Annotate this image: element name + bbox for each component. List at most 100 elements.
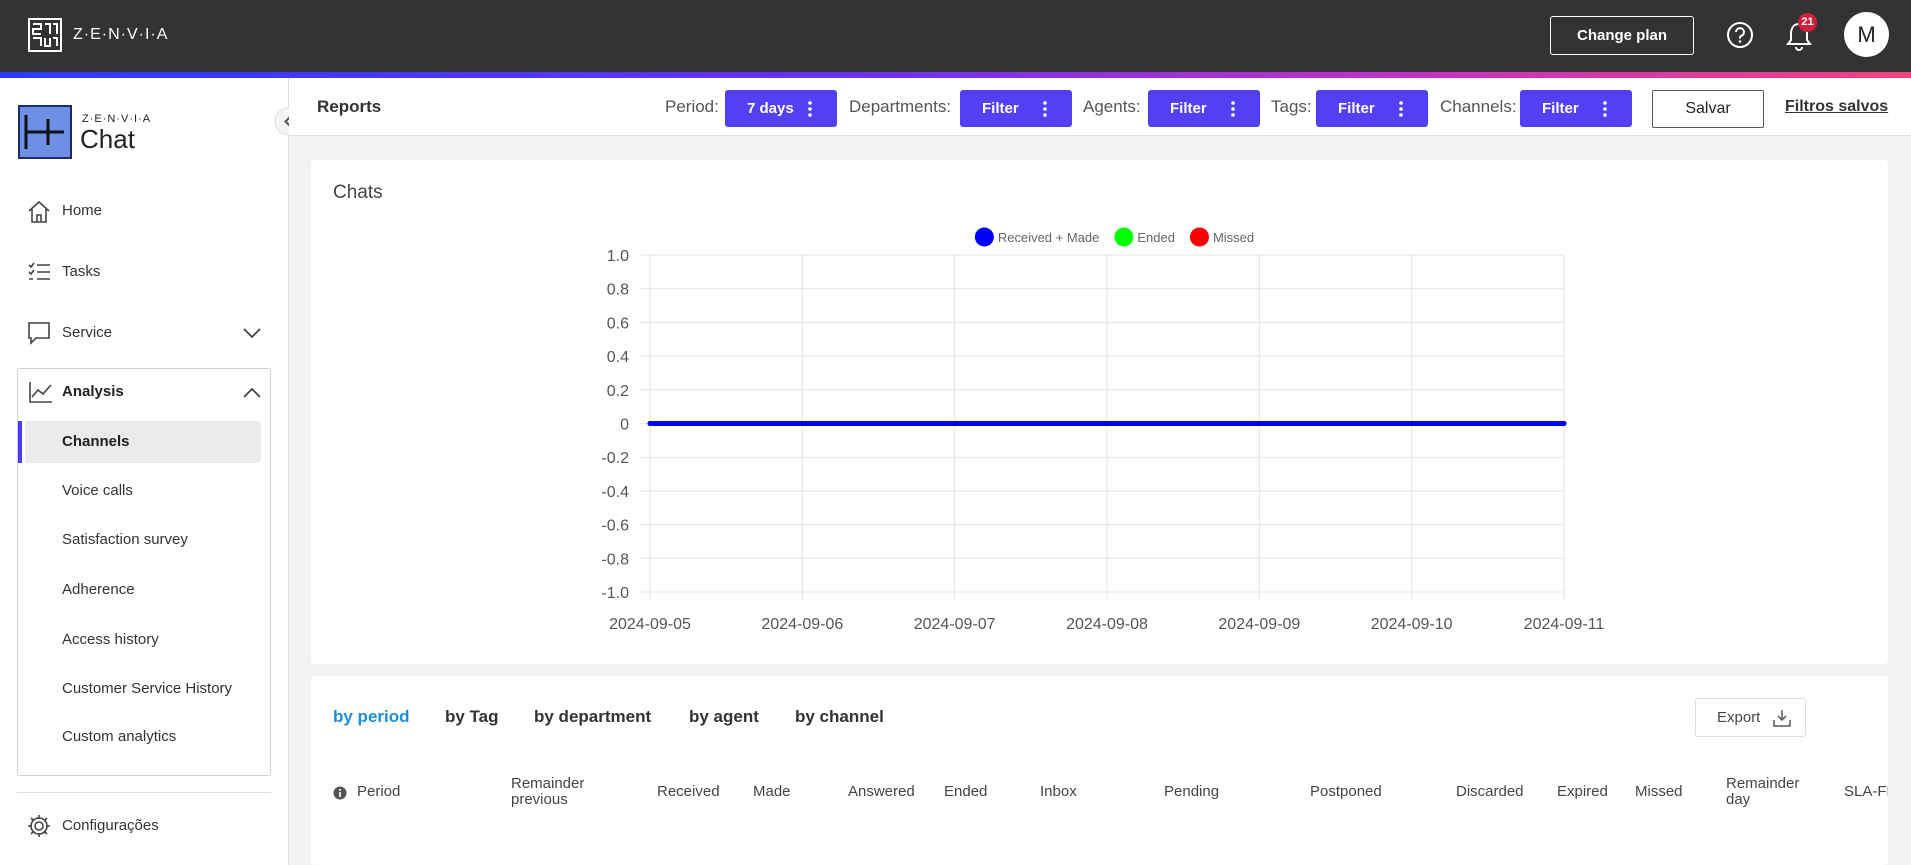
filter-label: Period: [665, 97, 719, 116]
y-tick-label: -0.6 [601, 518, 629, 535]
divider [17, 792, 271, 793]
expand-chevron[interactable] [242, 326, 262, 340]
y-tick-label: -0.4 [601, 484, 629, 501]
nav-group-label[interactable]: Analysis [62, 383, 124, 400]
brand-icon [28, 18, 62, 52]
filter-button[interactable]: Filter [1520, 90, 1632, 127]
legend-marker [1189, 227, 1209, 247]
nav-item[interactable]: Home [62, 202, 103, 219]
column-header: Answered [848, 783, 915, 800]
tab[interactable]: by period [333, 707, 410, 726]
filter-label: Tags: [1271, 97, 1312, 116]
filter-button[interactable]: Filter [1316, 90, 1428, 127]
more-icon [1043, 101, 1047, 117]
x-tick-label: 2024-09-05 [609, 616, 691, 633]
column-header: Postponed [1310, 783, 1382, 800]
tab[interactable]: by Tag [445, 707, 499, 726]
x-tick-label: 2024-09-10 [1371, 616, 1453, 633]
filter-value: Filter [982, 100, 1019, 117]
help-icon[interactable] [1726, 21, 1754, 49]
avatar[interactable]: M [1844, 12, 1889, 57]
legend-marker [1114, 227, 1134, 247]
legend-label: Missed [1213, 230, 1254, 245]
chart: 1.0 0.8 0.6 0.4 0.2 0 -0.2 -0.4 -0.6 -0.8 -1.0 2024… [601, 227, 1605, 633]
y-tick-label: 0.8 [607, 282, 629, 299]
nav-subitem[interactable]: Access history [62, 631, 159, 648]
nav-item[interactable]: Tasks [62, 263, 101, 280]
y-tick-label: -0.8 [601, 551, 629, 568]
more-icon [808, 101, 812, 117]
notification-badge: 21 [1798, 13, 1817, 32]
home-icon [28, 200, 50, 223]
more-icon [1399, 101, 1403, 117]
change-plan-button[interactable]: Change plan [1550, 16, 1694, 55]
tab[interactable]: by channel [795, 707, 884, 726]
analysis-icon [29, 382, 52, 403]
nav-subitem[interactable]: Voice calls [62, 482, 133, 499]
chart-title: Chats [333, 182, 383, 203]
tab[interactable]: by department [534, 707, 652, 726]
x-tick-label: 2024-09-07 [914, 616, 996, 633]
product-name: Chat [80, 124, 135, 154]
nav-subitem[interactable]: Channels [62, 433, 130, 450]
info-icon[interactable] [333, 786, 347, 800]
filter-label: Agents: [1083, 97, 1141, 116]
filter-button[interactable]: 7 days [725, 90, 837, 127]
column-header: Missed [1635, 783, 1683, 800]
saved-filters-link[interactable]: Filtros salvos [1785, 98, 1889, 115]
toolbar [289, 78, 1911, 136]
filter-value: Filter [1170, 100, 1207, 117]
accent-strip [0, 72, 1911, 78]
filter-button[interactable]: Filter [1148, 90, 1260, 127]
column-header: Discarded [1456, 783, 1524, 800]
page-title: Reports [317, 97, 382, 116]
table-card: by period by Tag by department by agent by c… [311, 676, 1888, 865]
y-tick-label: 0.2 [607, 383, 629, 400]
more-icon [1603, 101, 1607, 117]
selected-background [25, 421, 261, 463]
chart-card [311, 160, 1888, 664]
nav-subitem[interactable]: Custom analytics [62, 728, 177, 745]
y-tick-label: 1.0 [607, 248, 629, 265]
analysis-group [17, 368, 271, 776]
filter-label: Departments: [849, 97, 952, 116]
nav-subitem[interactable]: Customer Service History [62, 680, 233, 697]
x-tick-label: 2024-09-06 [761, 616, 843, 633]
export-label: Export [1717, 709, 1761, 726]
y-tick-label: -1.0 [601, 585, 629, 602]
filter-button[interactable]: Filter [960, 90, 1072, 127]
nav-item[interactable]: Service [62, 324, 113, 341]
nav-subitem[interactable]: Satisfaction survey [62, 531, 188, 548]
column-header: Period [357, 783, 401, 800]
x-tick-label: 2024-09-09 [1218, 616, 1300, 633]
column-header: Received [657, 783, 720, 800]
save-button[interactable]: Salvar [1652, 90, 1764, 128]
service-icon [28, 322, 50, 345]
y-tick-label: 0 [620, 417, 629, 434]
tasks-icon [28, 262, 50, 280]
x-tick-label: 2024-09-11 [1524, 616, 1605, 633]
collapse-chevron[interactable] [242, 386, 262, 400]
legend-label: Received + Made [998, 230, 1100, 245]
legend-marker [974, 227, 994, 247]
filter-value: Filter [1338, 100, 1375, 117]
filter-value: 7 days [747, 100, 794, 117]
nav-item[interactable]: Configurações [62, 817, 159, 834]
export-button[interactable]: Export [1695, 698, 1806, 737]
column-header: Pending [1164, 783, 1220, 800]
y-tick-label: 0.6 [607, 315, 629, 332]
export-icon [1773, 710, 1791, 727]
column-header: Remainder previous [511, 775, 585, 808]
sidebar [0, 78, 289, 865]
column-header: Ended [944, 783, 988, 800]
column-header: SLA-FR [1844, 783, 1888, 800]
x-tick-label: 2024-09-08 [1066, 616, 1148, 633]
nav-subitem[interactable]: Adherence [62, 581, 135, 598]
column-header: Remainder day [1726, 775, 1800, 808]
settings-icon [28, 815, 50, 837]
filter-label: Channels: [1440, 97, 1517, 116]
column-header: Inbox [1040, 783, 1077, 800]
tab[interactable]: by agent [689, 707, 759, 726]
